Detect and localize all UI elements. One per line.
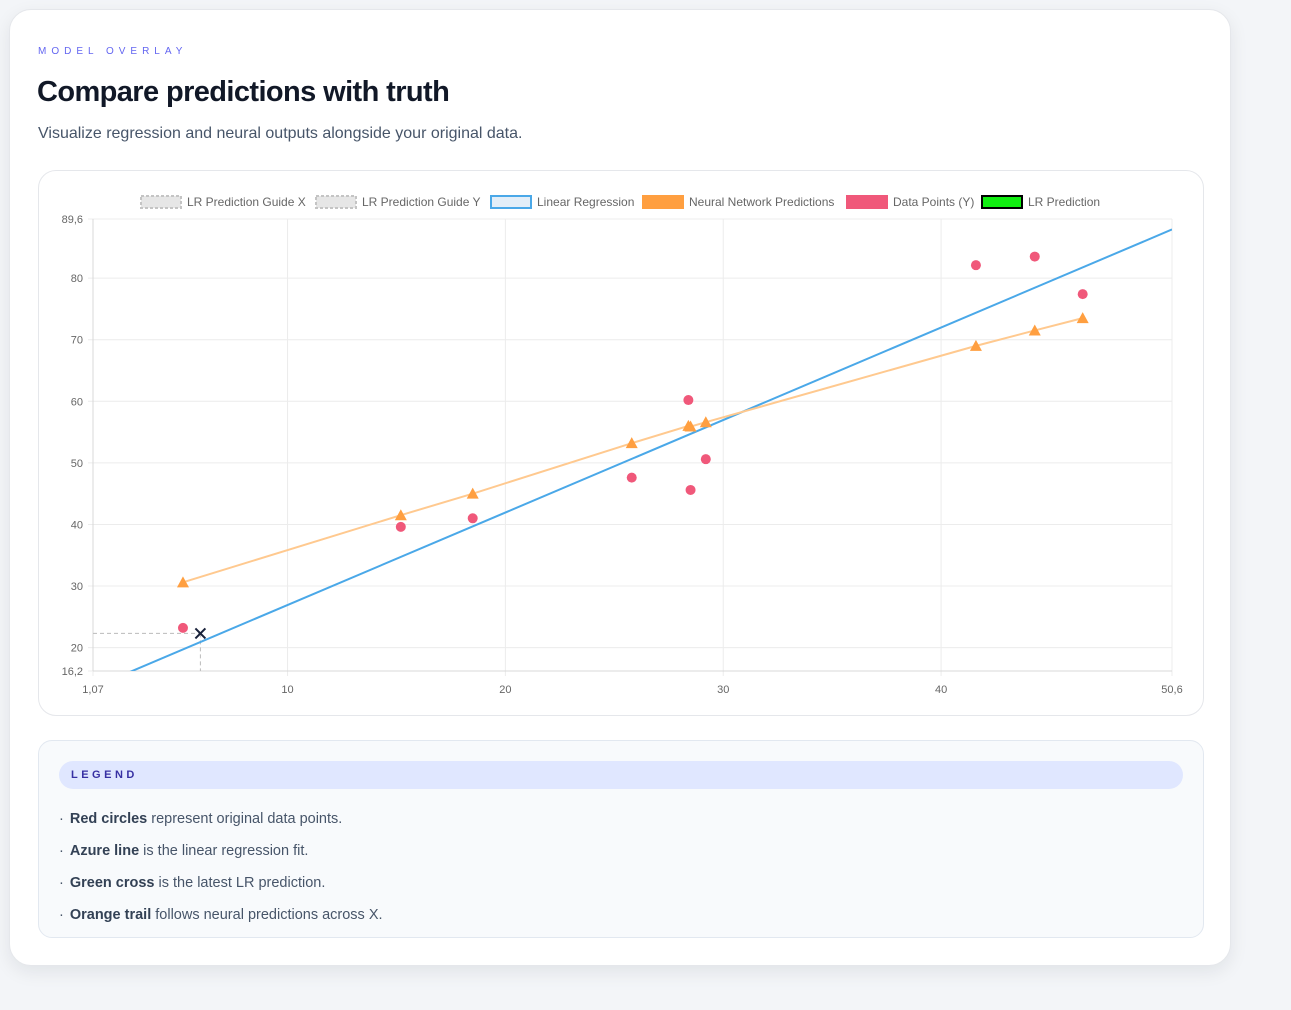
chart-legend-item: Neural Network Predictions: [642, 195, 834, 209]
legend-item-text: is the latest LR prediction.: [154, 875, 326, 891]
y-tick-label: 70: [71, 335, 83, 347]
legend-label: LR Prediction: [1028, 195, 1100, 209]
legend-item-neural: · Orange trail follows neural predictions…: [59, 907, 383, 923]
neural-prediction-point: [1028, 324, 1041, 336]
legend-item-bold: Green cross: [69, 875, 155, 891]
chart-legend-item: LR Prediction: [981, 195, 1100, 209]
eyebrow-label: MODEL OVERLAY: [38, 46, 188, 57]
neural-prediction-point: [699, 416, 712, 428]
x-tick-label: 40: [935, 684, 947, 696]
legend-label: Neural Network Predictions: [689, 195, 834, 209]
neural-prediction-point: [394, 509, 407, 521]
x-tick-label: 50,6: [1161, 684, 1182, 696]
model-overlay-card: MODEL OVERLAY Compare predictions with t…: [9, 9, 1231, 966]
legend-item-bold: Azure line: [69, 843, 140, 859]
chart-legend-item: Linear Regression: [490, 195, 634, 209]
legend-item-bold: Red circles: [69, 811, 148, 827]
legend-swatch: [315, 195, 357, 209]
x-tick-label: 30: [717, 684, 729, 696]
data-point: [1029, 251, 1040, 262]
y-tick-label: 60: [71, 396, 83, 408]
legend-item-regression: · Azure line is the linear regression fit…: [59, 843, 308, 859]
legend-panel: LEGEND · Red circles represent original d…: [38, 740, 1204, 938]
legend-swatch: [846, 195, 888, 209]
bullet-icon: ·: [59, 907, 64, 923]
lr-prediction-cross: [194, 627, 207, 640]
legend-label: LR Prediction Guide Y: [362, 195, 481, 209]
legend-label: Linear Regression: [537, 195, 634, 209]
legend-swatch: [981, 195, 1023, 209]
y-tick-label: 50: [71, 458, 83, 470]
page-title: Compare predictions with truth: [37, 76, 450, 108]
data-point: [970, 260, 981, 271]
x-tick-label: 10: [281, 684, 293, 696]
legend-label: Data Points (Y): [893, 195, 974, 209]
y-tick-label: 40: [71, 519, 83, 531]
y-tick-label: 80: [71, 273, 83, 285]
data-point: [467, 513, 478, 524]
data-point: [1077, 289, 1088, 300]
data-point: [177, 622, 188, 633]
prediction-chart: 1,07 10 20 30 40 50,6 16,2 20 30 40 50 60 70 80 89,6 LR…: [62, 195, 1183, 696]
legend-item-text: is the linear regression fit.: [139, 843, 309, 859]
chart-container: 1,07 10 20 30 40 50,6 16,2 20 30 40 50 60 70 80 89,6 LR…: [38, 170, 1204, 716]
legend-swatch: [490, 195, 532, 209]
neural-prediction-point: [1076, 312, 1089, 324]
chart-legend-item: LR Prediction Guide X: [140, 195, 306, 209]
bullet-icon: ·: [59, 843, 64, 859]
bullet-icon: ·: [59, 875, 64, 891]
data-point: [700, 454, 711, 465]
y-tick-label: 30: [71, 581, 83, 593]
legend-swatch: [642, 195, 684, 209]
neural-prediction-point: [684, 420, 697, 432]
page-subtitle: Visualize regression and neural outputs …: [38, 125, 523, 142]
legend-item-lr-prediction: · Green cross is the latest LR prediction…: [59, 875, 325, 891]
chart-legend-item: Data Points (Y): [846, 195, 974, 209]
neural-prediction-point: [466, 487, 479, 499]
neural-trail-line: [182, 317, 1083, 584]
chart-legend-item: LR Prediction Guide Y: [315, 195, 481, 209]
legend-swatch: [140, 195, 182, 209]
legend-item-text: follows neural predictions across X.: [151, 907, 383, 923]
data-point: [395, 521, 406, 532]
legend-panel-header: LEGEND: [59, 761, 1183, 789]
data-point: [626, 472, 637, 483]
x-tick-label: 1,07: [82, 684, 103, 696]
neural-prediction-point: [176, 576, 189, 588]
regression-line: [129, 228, 1172, 671]
legend-label: LR Prediction Guide X: [187, 195, 306, 209]
legend-item-text: represent original data points.: [147, 811, 343, 827]
y-tick-label: 16,2: [62, 666, 83, 678]
y-tick-label: 20: [71, 643, 83, 655]
neural-prediction-point: [969, 339, 982, 351]
data-point: [683, 395, 694, 406]
legend-panel-title: LEGEND: [71, 769, 138, 781]
x-tick-label: 20: [499, 684, 511, 696]
legend-item-data-points: · Red circles represent original data poi…: [59, 811, 342, 827]
neural-prediction-point: [625, 437, 638, 449]
legend-item-bold: Orange trail: [69, 907, 152, 923]
data-point: [685, 484, 696, 495]
y-tick-label: 89,6: [62, 214, 83, 226]
bullet-icon: ·: [59, 811, 64, 827]
